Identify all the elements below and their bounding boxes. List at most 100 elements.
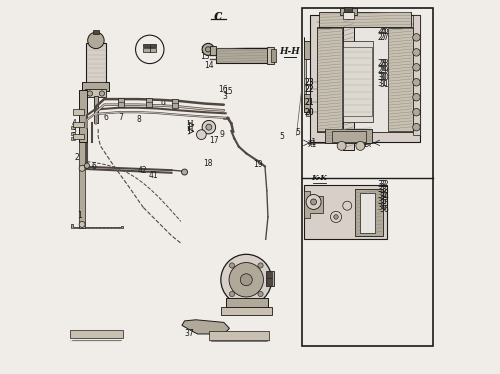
Circle shape <box>343 201 351 210</box>
Bar <box>74 109 84 115</box>
Text: 23: 23 <box>304 78 314 87</box>
Bar <box>221 307 272 315</box>
Text: 36: 36 <box>377 203 387 212</box>
Text: x1: x1 <box>308 140 317 149</box>
Text: 9: 9 <box>161 100 166 109</box>
Text: 8: 8 <box>136 115 141 124</box>
Circle shape <box>412 108 420 116</box>
Circle shape <box>79 165 85 171</box>
Circle shape <box>356 141 365 150</box>
Bar <box>71 126 75 129</box>
Circle shape <box>230 291 234 297</box>
Bar <box>80 142 84 228</box>
Text: 33: 33 <box>379 186 389 195</box>
Text: 32: 32 <box>379 180 388 188</box>
Circle shape <box>136 35 164 64</box>
Polygon shape <box>182 320 230 334</box>
Circle shape <box>221 254 272 305</box>
Circle shape <box>412 123 420 131</box>
Text: 40: 40 <box>230 280 239 289</box>
Bar <box>325 129 372 143</box>
Bar <box>360 193 376 233</box>
Text: 25: 25 <box>379 20 388 29</box>
Text: x1: x1 <box>308 138 317 147</box>
Bar <box>343 12 354 19</box>
Polygon shape <box>304 37 312 116</box>
Circle shape <box>196 130 206 140</box>
Text: 15: 15 <box>223 87 232 96</box>
Text: 2: 2 <box>75 153 80 162</box>
Text: 27: 27 <box>377 33 387 42</box>
Bar <box>74 122 84 127</box>
Circle shape <box>412 34 420 41</box>
Text: 24: 24 <box>366 17 376 26</box>
Text: 24: 24 <box>369 17 378 26</box>
Text: 6: 6 <box>92 162 96 171</box>
Text: 21: 21 <box>304 98 314 107</box>
Text: c: c <box>214 9 222 23</box>
Text: 22: 22 <box>304 85 314 94</box>
Bar <box>343 11 354 150</box>
Circle shape <box>334 215 338 219</box>
Bar <box>304 41 312 59</box>
Bar <box>172 99 178 108</box>
Bar <box>94 96 98 123</box>
Text: 4: 4 <box>72 119 76 128</box>
Bar <box>226 298 268 307</box>
Bar <box>144 48 156 52</box>
Text: 37: 37 <box>184 329 194 338</box>
Text: 16: 16 <box>218 85 228 94</box>
Circle shape <box>88 91 92 96</box>
Circle shape <box>182 169 188 175</box>
Text: 30: 30 <box>377 73 387 82</box>
Bar <box>310 15 420 142</box>
Text: 22: 22 <box>304 85 314 94</box>
Bar <box>343 41 372 122</box>
Bar <box>210 46 216 55</box>
Bar <box>388 28 412 131</box>
Text: 10: 10 <box>138 52 147 61</box>
Text: 30: 30 <box>379 73 389 82</box>
Text: 35: 35 <box>379 199 389 208</box>
Text: 4: 4 <box>260 272 266 281</box>
Text: 23: 23 <box>304 78 314 87</box>
Text: 25: 25 <box>377 20 387 29</box>
Text: 19: 19 <box>253 160 262 169</box>
Bar <box>302 8 432 346</box>
Circle shape <box>79 221 85 227</box>
Bar <box>118 98 124 107</box>
Bar <box>344 7 352 12</box>
Bar <box>86 43 106 83</box>
Text: 13: 13 <box>200 52 210 61</box>
Text: 29: 29 <box>379 66 388 75</box>
Text: 39: 39 <box>230 285 239 294</box>
Circle shape <box>88 32 104 49</box>
Text: 42: 42 <box>138 166 147 175</box>
Bar <box>71 132 75 135</box>
Text: 18: 18 <box>203 159 213 168</box>
Bar <box>304 185 386 239</box>
Text: 6: 6 <box>104 113 108 122</box>
Bar <box>304 94 312 112</box>
Circle shape <box>258 263 263 268</box>
Text: 1: 1 <box>77 211 82 220</box>
Text: 27: 27 <box>379 33 388 42</box>
Circle shape <box>240 274 252 286</box>
Circle shape <box>206 47 210 52</box>
Text: 5: 5 <box>279 132 284 141</box>
Bar <box>354 189 383 236</box>
Circle shape <box>412 94 420 101</box>
Circle shape <box>310 199 316 205</box>
Text: 28: 28 <box>377 59 386 68</box>
Text: 12: 12 <box>200 46 210 55</box>
Text: 3: 3 <box>72 126 76 135</box>
Bar <box>86 89 105 97</box>
Text: 32: 32 <box>377 180 387 188</box>
Text: H: H <box>186 125 192 133</box>
Text: 7: 7 <box>118 113 123 122</box>
Bar <box>318 27 412 132</box>
Bar <box>146 98 152 107</box>
Bar <box>267 272 272 278</box>
Bar <box>267 47 274 64</box>
Bar <box>412 15 420 135</box>
